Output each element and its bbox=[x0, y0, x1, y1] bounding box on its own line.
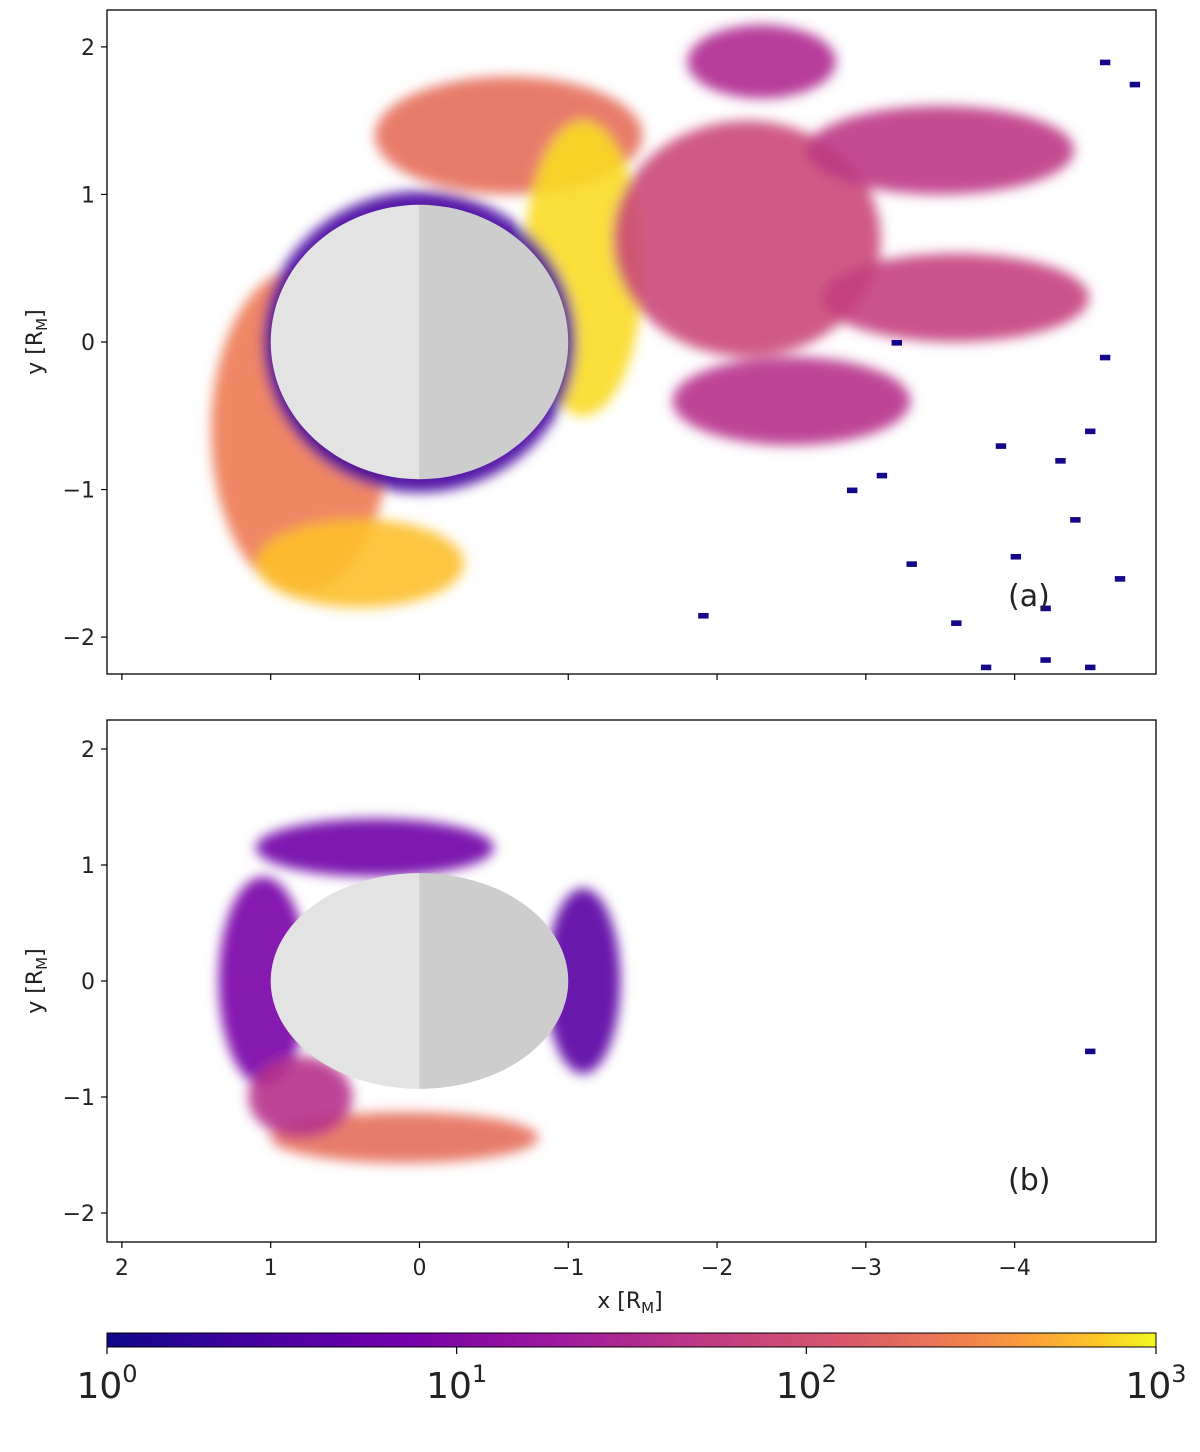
sparse-cell bbox=[1085, 664, 1096, 671]
y-tick-label: 0 bbox=[81, 331, 95, 356]
sparse-cell bbox=[980, 664, 992, 671]
density-layer bbox=[218, 818, 621, 1164]
sparse-cell bbox=[1055, 458, 1066, 464]
colorbar-tick-label: 100 bbox=[76, 1360, 137, 1407]
panel-b-ylabel: y [RM] bbox=[23, 948, 51, 1013]
density-region-north-tail-top bbox=[687, 24, 837, 99]
sparse-cell bbox=[1085, 1048, 1096, 1055]
sparse-cell bbox=[1114, 576, 1126, 582]
sparse-cell bbox=[906, 561, 917, 567]
density-region-ring-west bbox=[218, 876, 308, 1086]
density-region-south-lobe bbox=[255, 519, 465, 608]
x-tick-label: −3 bbox=[850, 1256, 882, 1281]
y-tick-label: 0 bbox=[81, 970, 95, 995]
sparse-cell bbox=[1099, 59, 1111, 66]
planet-dayside bbox=[270, 873, 420, 1089]
x-tick-label: 0 bbox=[412, 1256, 426, 1281]
colorbar-tick-label: 102 bbox=[776, 1360, 837, 1407]
colorbar: 100 101 102 103 bbox=[76, 1332, 1187, 1407]
x-axis-label: x [RM] bbox=[597, 1289, 662, 1317]
density-region-tail-lower-finger bbox=[672, 356, 911, 446]
panel-b-heatmap bbox=[218, 818, 1096, 1164]
density-region-tail-upper-finger bbox=[806, 105, 1075, 195]
colorbar-gradient bbox=[106, 1332, 1157, 1348]
panel-a-x-axis bbox=[121, 674, 1016, 680]
y-tick-label: −1 bbox=[63, 1086, 95, 1111]
panel-b-x-axis: 2 1 0 −1 −2 −3 −4 bbox=[115, 1242, 1031, 1281]
colorbar-tick-label: 103 bbox=[1125, 1360, 1186, 1407]
planet-nightside bbox=[419, 204, 569, 480]
x-tick-label: −1 bbox=[552, 1256, 584, 1281]
y-tick-label: 1 bbox=[81, 183, 95, 208]
panel-a-y-axis: 2 1 0 −1 −2 bbox=[63, 36, 107, 651]
panel-a-label: (a) bbox=[1008, 579, 1050, 614]
panel-b: 2 1 0 −1 −2 2 1 0 −1 −2 −3 −4 (b) y [RM] x [RM] bbox=[23, 719, 1157, 1317]
colorbar-ticks: 100 101 102 103 bbox=[76, 1347, 1187, 1407]
y-tick-label: −2 bbox=[63, 1202, 95, 1227]
density-region-ring-east bbox=[545, 888, 621, 1074]
sparse-cell bbox=[1040, 605, 1051, 612]
sparse-cell bbox=[698, 612, 709, 619]
x-tick-label: 2 bbox=[115, 1256, 129, 1281]
sparse-cell bbox=[1099, 354, 1111, 361]
colorbar-tick-label: 101 bbox=[426, 1360, 487, 1407]
sparse-cell bbox=[1040, 657, 1051, 663]
sparse-cell bbox=[1070, 517, 1081, 523]
sparse-cell bbox=[876, 472, 888, 479]
sparse-cell bbox=[1085, 428, 1096, 435]
planet-nightside bbox=[419, 873, 569, 1089]
panel-a-planet bbox=[270, 204, 569, 480]
planet-dayside bbox=[270, 204, 420, 480]
panel-b-label: (b) bbox=[1008, 1163, 1050, 1198]
y-tick-label: 2 bbox=[81, 36, 95, 61]
panel-a-ylabel: y [RM] bbox=[23, 309, 51, 374]
y-tick-label: −1 bbox=[63, 479, 95, 504]
density-region-tail-core bbox=[612, 120, 881, 357]
x-tick-label: −4 bbox=[998, 1256, 1030, 1281]
sparse-cell bbox=[1129, 81, 1141, 88]
sparse-cell bbox=[846, 487, 858, 494]
sparse-cell bbox=[951, 620, 962, 626]
density-region-ring-north bbox=[255, 818, 494, 877]
panel-a: 2 1 0 −1 −2 (a) y [RM] bbox=[23, 9, 1157, 680]
y-tick-label: 2 bbox=[81, 738, 95, 763]
density-region-ring-southwest bbox=[248, 1056, 353, 1138]
sparse-cell bbox=[891, 340, 903, 346]
y-tick-label: −2 bbox=[63, 626, 95, 651]
x-tick-label: 1 bbox=[264, 1256, 278, 1281]
panel-b-planet bbox=[270, 873, 569, 1089]
sparse-cell bbox=[995, 443, 1007, 449]
density-region-tail-middle-finger bbox=[821, 253, 1090, 342]
panel-b-y-axis: 2 1 0 −1 −2 bbox=[63, 738, 107, 1227]
sparse-cell bbox=[1010, 553, 1022, 560]
y-tick-label: 1 bbox=[81, 854, 95, 879]
x-tick-label: −2 bbox=[701, 1256, 733, 1281]
